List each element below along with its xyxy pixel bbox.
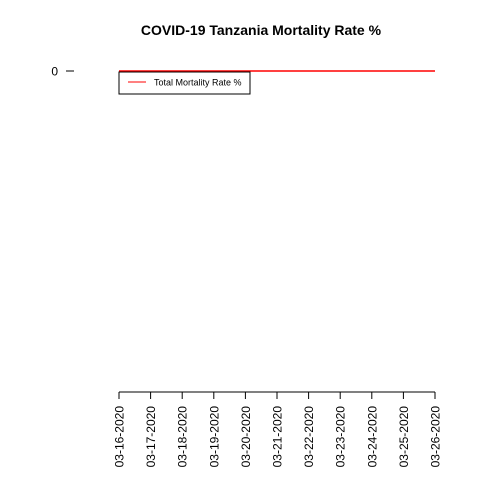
- x-tick-label: 03-26-2020: [429, 406, 443, 468]
- chart-title: COVID-19 Tanzania Mortality Rate %: [141, 22, 382, 38]
- x-axis: 03-16-2020 03-17-2020 03-18-2020 03-19-2020…: [113, 391, 443, 468]
- y-tick-label: 0: [51, 65, 58, 79]
- x-tick-label: 03-18-2020: [176, 406, 190, 468]
- x-tick-label: 03-16-2020: [113, 406, 127, 468]
- x-tick-label: 03-21-2020: [271, 406, 285, 468]
- x-tick-label: 03-24-2020: [365, 406, 379, 468]
- x-tick-label: 03-23-2020: [334, 406, 348, 468]
- y-axis: 0: [51, 65, 74, 79]
- legend-label: Total Mortality Rate %: [154, 78, 242, 88]
- x-tick-label: 03-20-2020: [239, 406, 253, 468]
- x-tick-label: 03-25-2020: [397, 406, 411, 468]
- legend: Total Mortality Rate %: [118, 71, 251, 95]
- x-tick-label: 03-19-2020: [207, 406, 221, 468]
- x-tick-label: 03-22-2020: [302, 406, 316, 468]
- legend-box: [118, 71, 251, 95]
- x-tick-label: 03-17-2020: [144, 406, 158, 468]
